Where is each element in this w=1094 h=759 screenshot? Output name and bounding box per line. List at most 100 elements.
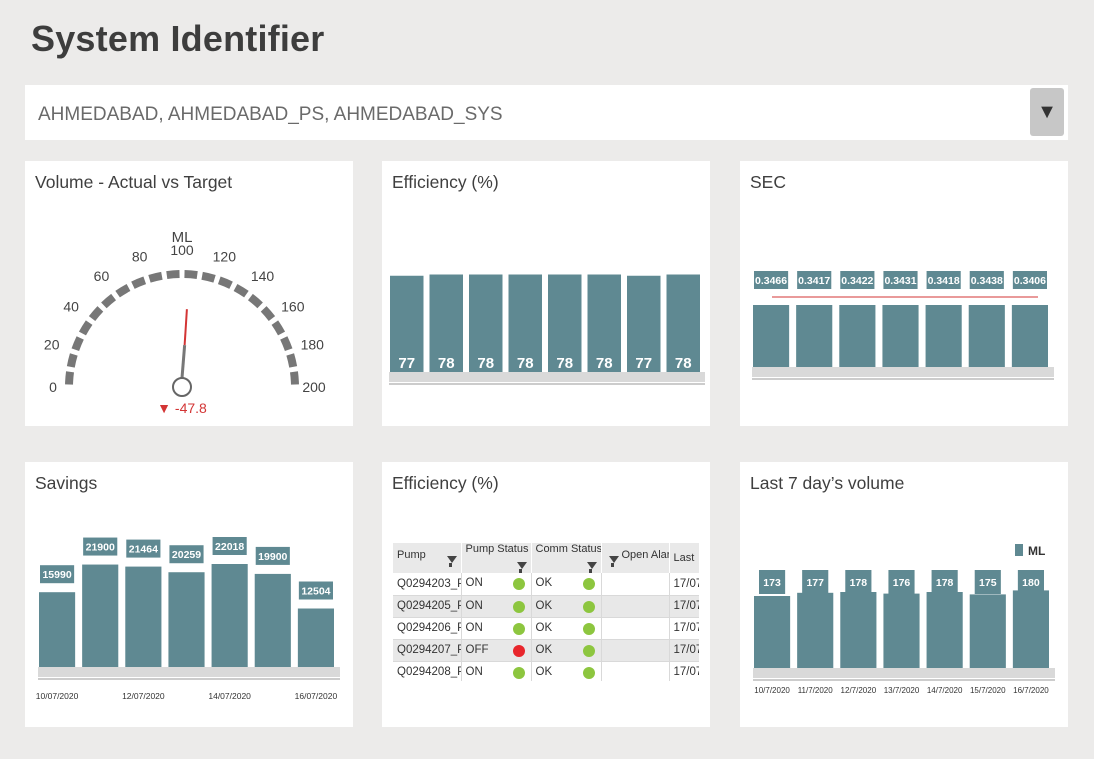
chart-baseline [38,667,340,677]
card-title: Efficiency (%) [392,473,499,493]
gauge-segment [260,306,276,322]
cell-last: 17/07/ [669,573,699,596]
filter-icon[interactable] [606,556,619,567]
gauge-tick-label: 160 [281,298,305,314]
filter-icon[interactable] [514,562,527,573]
x-tick-label: 15/7/2020 [970,686,1006,695]
status-dot-icon [512,622,525,635]
col-pump[interactable]: Pump [393,543,462,573]
gauge-segment [78,320,93,336]
x-tick-label: 11/7/2020 [798,686,834,695]
col-comm-status[interactable]: Comm Status [531,543,602,573]
cell-last-text: 17/07/ [673,622,700,634]
sec-card[interactable]: SEC 0.3466 0.3417 0.3422 0.3431 0.3418 0.3438… [740,161,1068,426]
gauge-segment [101,293,117,309]
bar-label: 21900 [86,542,115,554]
value-box [40,565,75,584]
bar-label: 19900 [258,551,287,563]
bar [254,573,291,667]
cell-last-text: 17/07/ [673,666,700,678]
gauge-segment [65,371,74,385]
bar [429,274,463,372]
bar [969,594,1006,668]
gauge-segment [71,336,84,352]
chart-baseline [389,372,705,382]
value-box [754,271,789,289]
value-box [169,545,204,564]
cell-pump: Q0294203_P1 [393,573,462,596]
filter-icon[interactable] [444,556,457,567]
cell-pump-status: ON [461,595,532,618]
bar-label: 0.3417 [798,275,830,287]
value-box [83,537,118,556]
legend-label: ML [1028,544,1045,558]
gauge-hub [172,377,192,397]
table-row[interactable]: Q0294206_P3 ON OK 17/07/ [393,617,700,640]
bar [753,305,790,367]
system-selector[interactable]: AHMEDABAD, AHMEDABAD_PS, AHMEDABAD_SYS ▼ [25,85,1068,140]
gauge-needle-tip [183,309,188,346]
gauge-segment [148,271,163,283]
bar [1011,305,1048,367]
volume-gauge-card[interactable]: Volume - Actual vs Target 0 20 40 60 80 100 12… [25,161,353,426]
bar-label: 178 [850,577,868,589]
cell-comm-status: OK [531,617,602,640]
cell-comm-status-text: OK [535,621,553,634]
filter-icon[interactable] [584,562,597,573]
bar-label: 175 [979,577,997,589]
table-row[interactable]: Q0294207_P2 OFF OK 17/07/ [393,639,699,662]
col-pump-status[interactable]: Pump Status [461,543,532,573]
table-row[interactable]: Q0294203_P1 ON OK 17/07/ [393,573,699,596]
bar [211,564,248,667]
bar [840,592,877,668]
bar [39,592,76,667]
col-open-alarms-label: Open Alarms [621,549,669,561]
dropdown-arrow-button[interactable]: ▼ [1030,88,1064,136]
bar-label: 15990 [42,569,71,581]
col-open-alarms[interactable]: Open Alarms [601,543,670,573]
bar-label: 77 [398,355,415,372]
bar [627,275,661,372]
gauge-segment [184,270,198,279]
cell-comm-status: OK [531,661,602,681]
bar [508,274,542,372]
gauge-tick-label: 20 [44,337,60,353]
bar [469,274,503,372]
bar-label: 78 [675,355,692,372]
bar [125,566,162,667]
value-box [926,271,961,289]
bar [666,274,700,372]
cell-pump-status-text: OFF [465,643,489,656]
value-box [888,570,915,594]
pump-table[interactable]: Pump Pump Status Comm Status Open Alarms… [393,543,699,681]
cell-pump-status-text: ON [465,599,483,612]
cell-last: 17/07/ [669,617,700,640]
gauge-segment [290,371,299,385]
cell-comm-status: OK [531,595,602,618]
gauge-tick-label: 0 [49,379,57,395]
table-row[interactable]: Q0294205_P6 ON OK 17/07/ [393,595,699,618]
card-title: Efficiency (%) [392,172,499,192]
bar-label: 177 [806,577,824,589]
cell-pump-status-text: ON [465,577,483,590]
last7-card[interactable]: Last 7 day’s volume ML 173 10/7/2020 177 11/… [740,462,1068,727]
gauge-segment [217,276,233,289]
bar-label: 176 [893,577,911,589]
col-last[interactable]: Last [669,543,699,573]
cell-pump: Q0294208_P5 [393,661,462,681]
savings-card[interactable]: Savings 15990 10/07/2020 21900 21464 12/07/2… [25,462,353,727]
value-box [298,581,333,600]
col-pump-status-label: Pump Status [465,543,529,555]
gauge-segment [247,293,263,309]
x-tick-label: 12/07/2020 [122,691,165,701]
value-box [212,537,247,555]
x-tick-label: 14/07/2020 [208,691,251,701]
bar-label: 78 [517,355,534,372]
table-row[interactable]: Q0294208_P5 ON OK 17/07/ [393,661,699,681]
bar-label: 22018 [215,541,244,553]
efficiency-table-card[interactable]: Efficiency (%) Pump Pump Status Comm Sta… [382,462,710,727]
value-box [974,570,1001,594]
efficiency-card[interactable]: Efficiency (%) 77 78 78 78 78 78 77 78 [382,161,710,426]
bar [796,305,833,367]
card-title: Last 7 day’s volume [750,473,905,493]
